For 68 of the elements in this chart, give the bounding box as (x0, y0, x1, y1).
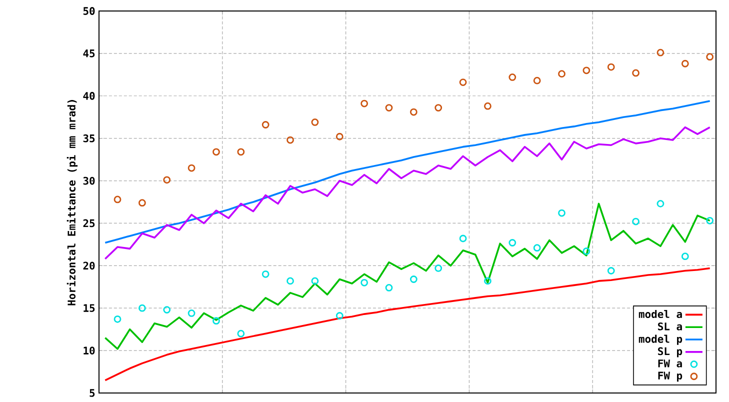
point (607, 267, 615, 274)
point (237, 330, 245, 338)
point (286, 277, 294, 285)
point (459, 78, 467, 86)
point (632, 218, 640, 226)
point (237, 148, 245, 156)
point (484, 277, 492, 285)
point (681, 252, 689, 260)
point (360, 278, 368, 286)
point (188, 164, 196, 172)
y-tick-label: 25 (83, 219, 95, 228)
y-tick-label: 30 (83, 176, 95, 185)
legend-label: FW a (658, 360, 682, 368)
y-axis-title: Horizontal Emittance (pi mm mrad) (66, 100, 78, 306)
y-tick-label: 40 (83, 92, 95, 100)
point (311, 277, 319, 285)
point (138, 199, 146, 207)
point (533, 76, 541, 84)
point (385, 284, 393, 292)
point (385, 104, 393, 112)
point (212, 317, 220, 325)
point (607, 63, 615, 71)
y-tick-label: 5 (90, 389, 95, 397)
point (434, 264, 442, 272)
point (434, 104, 442, 112)
point (533, 244, 541, 252)
point (262, 270, 270, 278)
point (336, 132, 344, 140)
point (484, 102, 492, 110)
point (656, 48, 664, 56)
legend-label: SL a (658, 322, 682, 330)
point (188, 310, 196, 317)
point (410, 276, 418, 283)
point (262, 121, 270, 128)
y-tick-label: 10 (84, 346, 95, 355)
point (582, 66, 590, 74)
y-tick-label: 15 (84, 304, 95, 312)
point (311, 118, 319, 126)
point (212, 148, 220, 156)
point (286, 136, 294, 144)
point (114, 315, 122, 323)
y-tick-label: 45 (83, 50, 95, 58)
point (138, 304, 146, 312)
point (706, 53, 714, 61)
legend-label: SL p (658, 347, 682, 358)
point (459, 234, 467, 242)
legend-label: model p (638, 334, 682, 345)
y-tick-label: 35 (83, 134, 95, 142)
point (410, 108, 418, 116)
point (656, 200, 664, 208)
y-tick-label: 50 (83, 7, 95, 15)
point (163, 176, 171, 184)
legend-label: FW p (658, 372, 682, 382)
point (632, 69, 640, 77)
point (582, 248, 590, 255)
point (360, 100, 368, 108)
y-tick-label: 20 (83, 262, 95, 270)
point (558, 70, 566, 78)
point (336, 312, 344, 320)
point (706, 216, 714, 224)
point (114, 196, 122, 204)
point (681, 60, 689, 68)
point (163, 306, 171, 314)
line-series (104, 126, 711, 260)
point (558, 209, 566, 217)
legend-label: model a (638, 310, 682, 318)
point (508, 239, 516, 246)
point (508, 74, 516, 81)
